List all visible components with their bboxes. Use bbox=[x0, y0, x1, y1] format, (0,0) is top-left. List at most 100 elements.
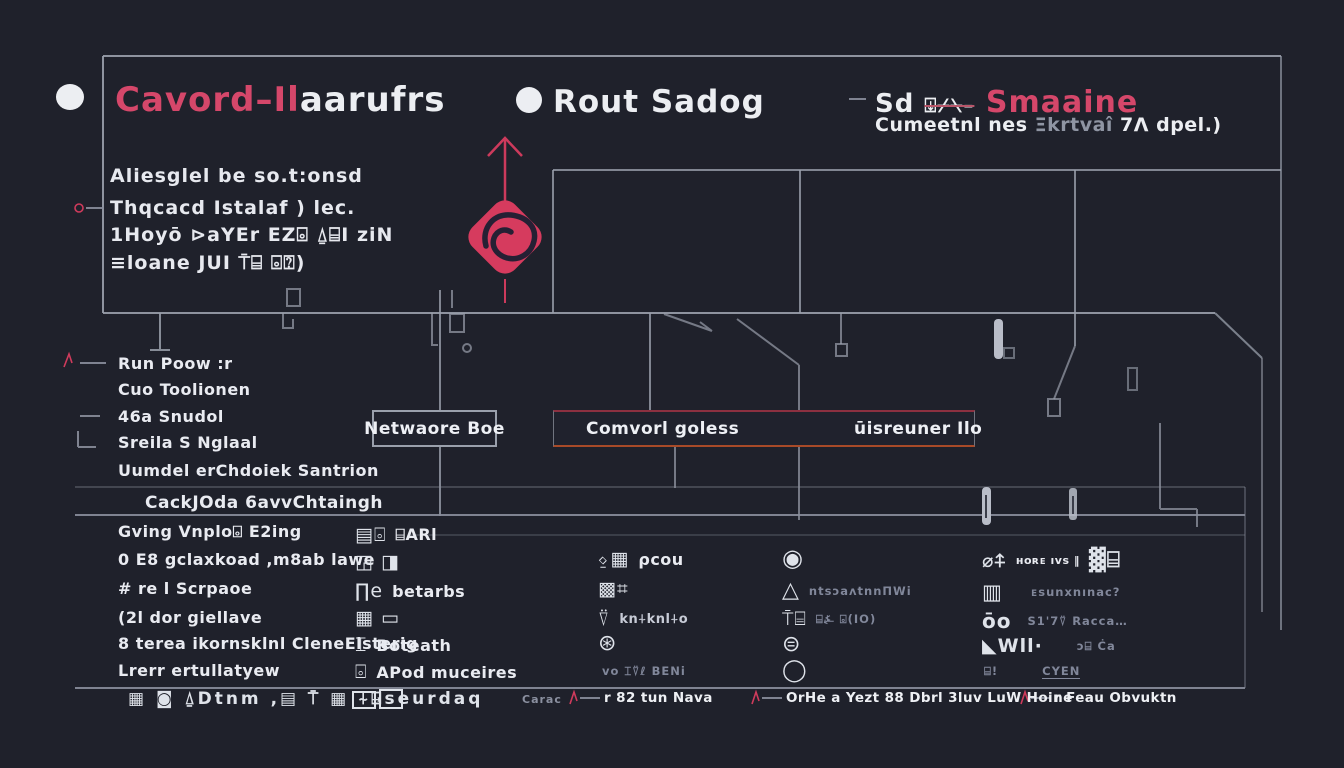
title-left-pink: Cavord–Il bbox=[115, 80, 300, 120]
glyph-icon: ▩⌗ bbox=[598, 578, 629, 600]
glyph-icon: ◯ bbox=[782, 658, 808, 683]
bottom-glyph-strip: ▦ ◙ ⍙Dtnm ,▤ ⍑ ▦ ⍭⍈seurdaq bbox=[128, 689, 484, 709]
list-item: Run Poow :r bbox=[118, 354, 233, 373]
red-caret-icons bbox=[63, 203, 1029, 705]
glyph-icon: ⊜ bbox=[782, 632, 802, 657]
list-item: ⍑⌸ ⌸⍼ ⌻(IO) bbox=[782, 608, 876, 630]
intro-line: Aliesglel be so.t:onsd bbox=[110, 165, 363, 187]
page-title-right: Sd ⍗⌿⍀– Smaaine bbox=[875, 85, 1138, 120]
window-icon bbox=[379, 689, 403, 709]
glyph-icon: △ bbox=[782, 578, 800, 603]
title-right-pre: Sd bbox=[875, 89, 925, 119]
list-item-label: ноʀᴇ ıᴠs ‖ bbox=[1015, 554, 1080, 567]
glyph-icon: ⍚▦ bbox=[598, 548, 630, 570]
list-item-label: ntsɔaʌtnnПWi bbox=[808, 583, 912, 598]
list-item-label: Boteath bbox=[376, 635, 452, 655]
monitor-icon bbox=[352, 691, 376, 709]
list-item: ⌀⍏ ноʀᴇ ıᴠs ‖ ▓⌸ bbox=[982, 548, 1121, 573]
list-item: ▩⌗ bbox=[598, 578, 638, 600]
legend-item: r Feau Obvuktn bbox=[1054, 690, 1177, 706]
list-item: 46a Snudol bbox=[118, 407, 224, 426]
list-item: ⊜ bbox=[782, 632, 801, 657]
list-item-label: CYEN bbox=[1042, 664, 1081, 679]
node-box-network: Netwaore Boe bbox=[364, 410, 504, 447]
list-item: ▤⌻ ⌸ARl bbox=[355, 524, 437, 546]
subtitle-c: 7Λ dpel.) bbox=[1112, 114, 1222, 136]
glyph-icon: ◣Wll· bbox=[982, 635, 1043, 657]
list-item: ⌻ APod muceires bbox=[355, 661, 517, 683]
glyph-icon: ▦ ▭ bbox=[355, 607, 400, 629]
list-item: Uumdel erChdoiek Santrion bbox=[118, 461, 379, 480]
node-box-label: Netwaore Boe bbox=[364, 418, 505, 439]
glyph-icon: ⍑⌸ bbox=[782, 608, 807, 630]
list-item: ◲ ◨ bbox=[355, 551, 409, 573]
list-item-label: kn⍭knl⍭o bbox=[619, 611, 689, 627]
feature-item: 8 terea ikornsklnl CleneElsterig bbox=[118, 634, 418, 653]
list-item: ⊛ bbox=[598, 631, 626, 656]
legend-item: r 82 tun Nava bbox=[604, 690, 713, 706]
glyph-icon: ⌶ bbox=[355, 634, 368, 656]
list-item-label: ɔ⌸ Ċa bbox=[1076, 638, 1116, 653]
feature-item: Lrerr ertullatyew bbox=[118, 661, 281, 680]
glyph-icon: ◲ ◨ bbox=[355, 551, 400, 573]
intro-line: Thqcacd Istalaf ) lec. bbox=[110, 197, 356, 219]
page-title-left: Cavord–Ilaarufrs bbox=[115, 80, 445, 120]
list-item-label: vo ⌶⍢ℓ BENi bbox=[602, 664, 686, 678]
list-item-label: ⌸⍼ ⌻(IO) bbox=[815, 611, 877, 626]
list-item: vo ⌶⍢ℓ BENi bbox=[602, 664, 686, 679]
list-item-label: ρcou bbox=[638, 549, 684, 569]
glyph-icon: ▓⌸ bbox=[1088, 548, 1121, 573]
node-box-label: Comvorl goless bbox=[586, 418, 740, 439]
intro-line: 1Hoyō ⊳aYEr EZ⌻ ⍙⌸I ziN bbox=[110, 224, 394, 246]
glyph-icon: ⌻ bbox=[355, 661, 368, 683]
list-item: Cuo Toolionen bbox=[118, 380, 251, 399]
list-item: ◉ bbox=[782, 544, 804, 572]
list-item: ⍢ kn⍭knl⍭o bbox=[598, 608, 688, 630]
glyph-icon: ∏e bbox=[355, 580, 384, 602]
title-right-pink: Smaaine bbox=[974, 85, 1139, 120]
page-subtitle-right: Cumeetnl nes Ξkrtvaî 7Λ dpel.) bbox=[875, 114, 1222, 136]
list-item: Sreila S Nglaal bbox=[118, 433, 258, 452]
feature-item: # re l Scrpaoe bbox=[118, 579, 253, 598]
glyph-icon: ◉ bbox=[782, 544, 804, 572]
glyph-icon: ⊛ bbox=[598, 631, 618, 656]
list-item: ōo S1'7⍢ Racca… bbox=[982, 609, 1128, 633]
glyph-icon: ōo bbox=[982, 609, 1012, 633]
list-item-label: ⌸ARl bbox=[395, 525, 438, 544]
title-right-struck: ⍗⌿⍀– bbox=[924, 93, 975, 117]
feature-item: 0 E8 gclaxkoad ,m8ab lawe bbox=[118, 550, 376, 569]
section-title: CackJOda 6avvChtaingh bbox=[145, 493, 384, 513]
node-box-control: Comvorl goless ūisreuner Ilo bbox=[553, 410, 982, 447]
list-item: △ ntsɔaʌtnnПWi bbox=[782, 578, 912, 603]
list-item: ⌶ Boteath bbox=[355, 634, 451, 656]
list-item: ▥ ᴇsunxnınac? bbox=[982, 580, 1120, 604]
page-title-mid: Rout Sadog bbox=[553, 84, 765, 120]
list-item: ▦ ▭ bbox=[355, 607, 409, 629]
subtitle-b: Ξkrtvaî bbox=[1034, 114, 1113, 136]
list-item: ⍚▦ ρcou bbox=[598, 548, 684, 570]
list-item-label: S1'7⍢ Racca… bbox=[1027, 613, 1128, 628]
glyph-icon: ⌸! bbox=[984, 664, 999, 678]
list-item-label: APod muceires bbox=[376, 662, 518, 682]
feature-item: (2l dor giellave bbox=[118, 608, 263, 627]
list-item-label: ᴇsunxnınac? bbox=[1030, 585, 1121, 599]
list-item: ◣Wll· ɔ⌸ Ċa bbox=[982, 635, 1116, 657]
bullet-icon bbox=[56, 84, 542, 113]
list-item: ∏e betarbs bbox=[355, 580, 465, 602]
glyph-icon: ▤⌻ bbox=[355, 524, 387, 546]
list-item: ◯ bbox=[782, 658, 808, 683]
intro-line: ≡loane JUI ⍑⌸ ⌻⍰) bbox=[110, 252, 306, 274]
glyph-icon: ⌀⍏ bbox=[982, 549, 1007, 572]
node-box-label: ūisreuner Ilo bbox=[854, 418, 983, 439]
glyph-icon: ⍢ bbox=[598, 608, 611, 630]
legend-item: OrHe a Yezt 88 Dbrl 3luv LuW Hoine bbox=[786, 690, 1073, 706]
list-item-label: betarbs bbox=[392, 581, 466, 601]
glyph-icon: ▥ bbox=[982, 580, 1003, 604]
subtitle-a: Cumeetnl nes bbox=[875, 114, 1035, 136]
diamond-icon bbox=[468, 200, 542, 274]
bottom-caption: Carac bbox=[522, 693, 562, 706]
feature-item: Gving Vnplo⌻ E2ing bbox=[118, 522, 302, 541]
title-left-white: aarufrs bbox=[299, 80, 446, 120]
